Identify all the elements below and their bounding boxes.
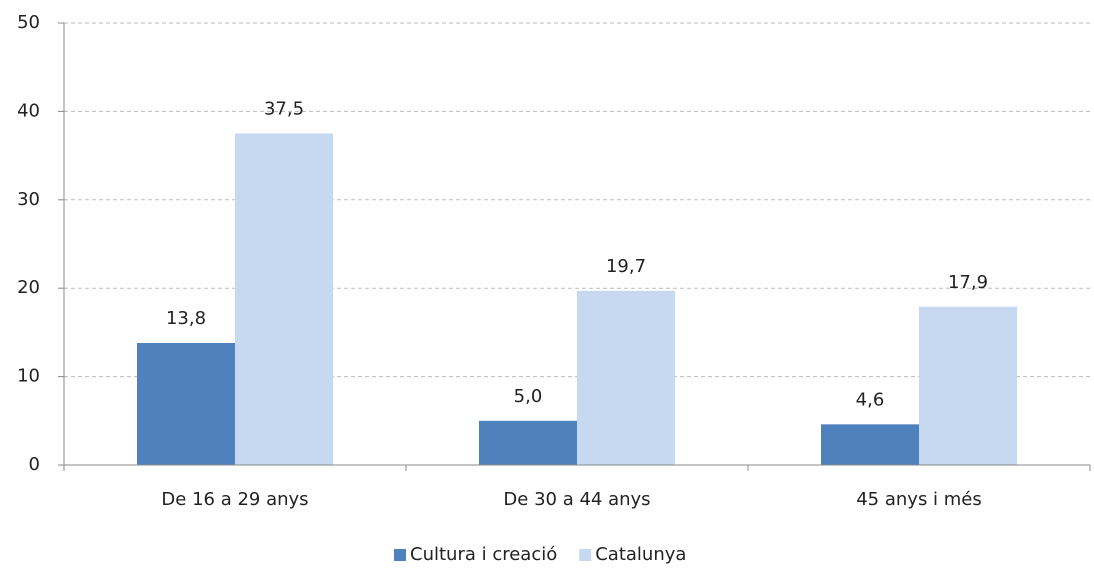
x-tick-label: De 16 a 29 anys <box>161 489 308 510</box>
legend-label: Catalunya <box>595 544 686 565</box>
bar <box>479 420 577 465</box>
y-tick-label: 10 <box>17 366 40 387</box>
y-tick-label: 50 <box>17 12 40 33</box>
bar <box>821 424 919 465</box>
y-tick-label: 0 <box>29 454 40 475</box>
y-tick-label: 20 <box>17 277 40 298</box>
value-label: 5,0 <box>514 386 543 407</box>
bar <box>137 343 235 465</box>
legend-label: Cultura i creació <box>410 544 557 565</box>
value-label: 37,5 <box>264 99 304 120</box>
value-label: 17,9 <box>948 272 988 293</box>
x-tick-label: De 30 a 44 anys <box>503 489 650 510</box>
x-tick-label: 45 anys i més <box>856 489 982 510</box>
bar <box>919 306 1017 465</box>
y-tick-label: 30 <box>17 189 40 210</box>
legend-swatch <box>579 549 592 561</box>
y-tick-label: 40 <box>17 100 40 121</box>
bar <box>235 133 333 465</box>
value-label: 4,6 <box>856 389 885 410</box>
value-label: 19,7 <box>606 256 646 277</box>
legend-swatch <box>394 549 406 561</box>
value-label: 13,8 <box>166 308 206 329</box>
bar <box>577 290 675 465</box>
